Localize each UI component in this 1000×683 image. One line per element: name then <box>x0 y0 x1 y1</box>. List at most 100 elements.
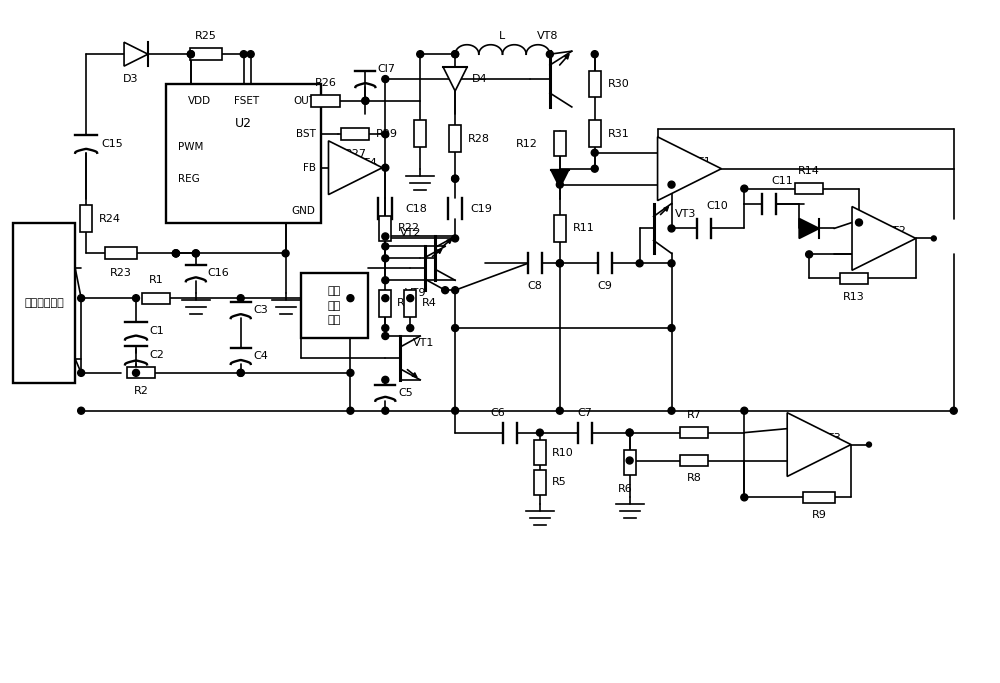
Circle shape <box>237 370 244 376</box>
Text: 驱动: 驱动 <box>328 301 341 311</box>
Bar <box>449 126 461 152</box>
Circle shape <box>240 51 247 57</box>
Circle shape <box>282 250 289 257</box>
Text: C10: C10 <box>706 201 728 210</box>
Circle shape <box>237 294 244 302</box>
Circle shape <box>668 260 675 267</box>
Bar <box>142 293 170 304</box>
Bar <box>127 367 155 378</box>
Text: D3: D3 <box>123 74 139 84</box>
Circle shape <box>866 442 871 447</box>
Circle shape <box>626 429 633 436</box>
Circle shape <box>668 181 675 188</box>
Bar <box>311 95 340 107</box>
Circle shape <box>950 407 957 414</box>
Circle shape <box>347 407 354 414</box>
Polygon shape <box>551 169 569 188</box>
Text: R9: R9 <box>812 510 827 520</box>
Circle shape <box>591 150 598 156</box>
Circle shape <box>382 407 389 414</box>
Polygon shape <box>799 219 819 238</box>
Circle shape <box>382 376 389 383</box>
Bar <box>166 84 320 223</box>
Text: +: + <box>853 247 865 262</box>
Text: 音频采集模块: 音频采集模块 <box>24 298 64 308</box>
Circle shape <box>382 294 389 302</box>
Text: REG: REG <box>178 174 200 184</box>
Text: C2: C2 <box>149 350 164 361</box>
Text: OUT: OUT <box>294 96 316 106</box>
Circle shape <box>192 250 199 257</box>
Circle shape <box>187 51 194 57</box>
Text: R31: R31 <box>608 129 629 139</box>
Circle shape <box>636 260 643 267</box>
Bar <box>680 455 708 466</box>
Text: R2: R2 <box>134 386 148 396</box>
Circle shape <box>172 250 179 257</box>
Circle shape <box>382 277 389 283</box>
Text: R1: R1 <box>149 275 163 285</box>
Text: BST: BST <box>296 129 316 139</box>
Circle shape <box>382 76 389 83</box>
Text: VT1: VT1 <box>413 338 435 348</box>
Circle shape <box>362 97 369 104</box>
Text: R14: R14 <box>798 166 820 176</box>
Text: C18: C18 <box>405 204 427 214</box>
Circle shape <box>347 370 354 376</box>
Circle shape <box>452 51 459 57</box>
Text: R6: R6 <box>618 484 633 494</box>
Text: R13: R13 <box>843 292 865 302</box>
Circle shape <box>78 370 85 376</box>
Circle shape <box>556 260 563 267</box>
Text: VDD: VDD <box>188 96 211 106</box>
Text: VT8: VT8 <box>537 31 559 41</box>
Circle shape <box>806 251 813 258</box>
Text: +: + <box>788 421 801 436</box>
Text: 电路: 电路 <box>328 315 341 325</box>
Text: C19: C19 <box>470 204 492 214</box>
Circle shape <box>78 407 85 414</box>
Text: +: + <box>658 177 671 192</box>
Text: C5: C5 <box>398 388 413 398</box>
Text: C11: C11 <box>771 176 793 186</box>
Text: R3: R3 <box>397 298 412 308</box>
Circle shape <box>452 407 459 414</box>
Text: -: - <box>661 145 668 161</box>
Text: R27: R27 <box>344 149 366 159</box>
Text: R28: R28 <box>468 134 490 144</box>
Circle shape <box>187 51 194 57</box>
Circle shape <box>78 294 85 302</box>
Circle shape <box>452 175 459 182</box>
Text: FB: FB <box>303 163 316 173</box>
Text: FSET: FSET <box>234 96 259 106</box>
Bar <box>840 273 868 283</box>
Circle shape <box>442 287 449 294</box>
Text: R22: R22 <box>398 223 420 234</box>
Circle shape <box>417 51 424 57</box>
Circle shape <box>452 175 459 182</box>
Circle shape <box>626 457 633 464</box>
Bar <box>795 183 823 194</box>
Circle shape <box>237 370 244 376</box>
Text: R11: R11 <box>573 223 595 234</box>
Text: C7: C7 <box>577 408 592 418</box>
Circle shape <box>741 494 748 501</box>
Bar <box>379 290 391 317</box>
Bar <box>105 247 137 260</box>
Circle shape <box>536 429 543 436</box>
Circle shape <box>172 250 179 257</box>
Circle shape <box>347 294 354 302</box>
Circle shape <box>668 324 675 331</box>
Bar <box>404 290 416 317</box>
Circle shape <box>452 51 459 57</box>
Circle shape <box>591 51 598 57</box>
Text: VT9: VT9 <box>404 288 426 298</box>
Circle shape <box>382 333 389 339</box>
Circle shape <box>382 324 389 331</box>
Circle shape <box>172 250 179 257</box>
Circle shape <box>668 407 675 414</box>
Bar <box>341 128 369 140</box>
Bar <box>680 427 708 438</box>
Text: C4: C4 <box>254 351 269 361</box>
Circle shape <box>362 97 369 104</box>
